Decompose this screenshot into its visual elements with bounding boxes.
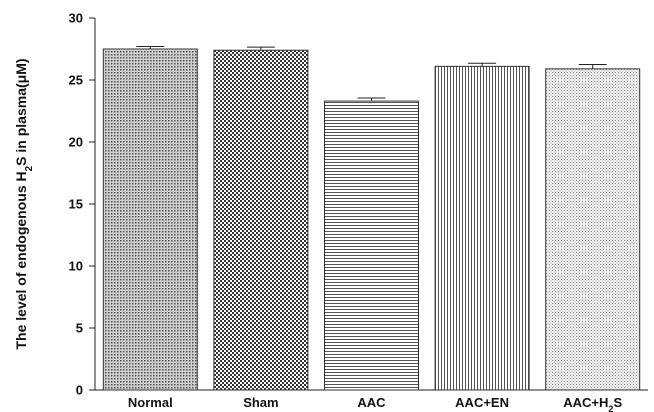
x-tick-label: Sham <box>243 395 278 410</box>
x-tick-label-main: Normal <box>128 395 173 410</box>
error-bars <box>136 46 607 102</box>
category-labels: Normal Sham AAC AAC+EN AAC+H2S <box>128 395 623 412</box>
bar-aac <box>324 100 419 391</box>
x-tick-label-tail: S <box>613 395 622 410</box>
x-tick-label: AAC+EN <box>455 395 509 410</box>
x-tick-label-main: AAC+EN <box>455 395 509 410</box>
x-tick-label-main: AAC+H <box>563 395 608 410</box>
bar-aac-h2s <box>545 68 641 391</box>
y-axis-title-suffix: S in plasma(μM) <box>13 58 29 165</box>
y-axis-title-subscript: 2 <box>24 165 35 171</box>
bars <box>102 48 641 391</box>
y-tick-label: 30 <box>69 11 83 26</box>
y-tick-label: 20 <box>69 135 83 150</box>
bar-aac-en <box>434 65 530 391</box>
x-tick-label-subscript: 2 <box>608 404 613 412</box>
x-tick-label-main: Sham <box>243 395 278 410</box>
x-tick-label: AAC <box>357 395 386 410</box>
y-axis-title-prefix: The level of endogenous H <box>13 171 29 349</box>
y-tick-label: 15 <box>69 197 83 212</box>
y-tick-label: 5 <box>76 321 83 336</box>
bar-sham <box>213 49 309 391</box>
bar-normal <box>102 48 198 391</box>
y-axis: 0 5 10 15 20 25 30 <box>69 11 96 398</box>
y-axis-title: The level of endogenous H2S in plasma(μM… <box>13 58 35 349</box>
y-tick-label: 25 <box>69 73 83 88</box>
x-tick-label-main: AAC <box>357 395 386 410</box>
x-tick-label: Normal <box>128 395 173 410</box>
y-tick-label: 10 <box>69 259 83 274</box>
y-tick-label: 0 <box>76 383 83 398</box>
x-tick-label: AAC+H2S <box>563 395 622 412</box>
